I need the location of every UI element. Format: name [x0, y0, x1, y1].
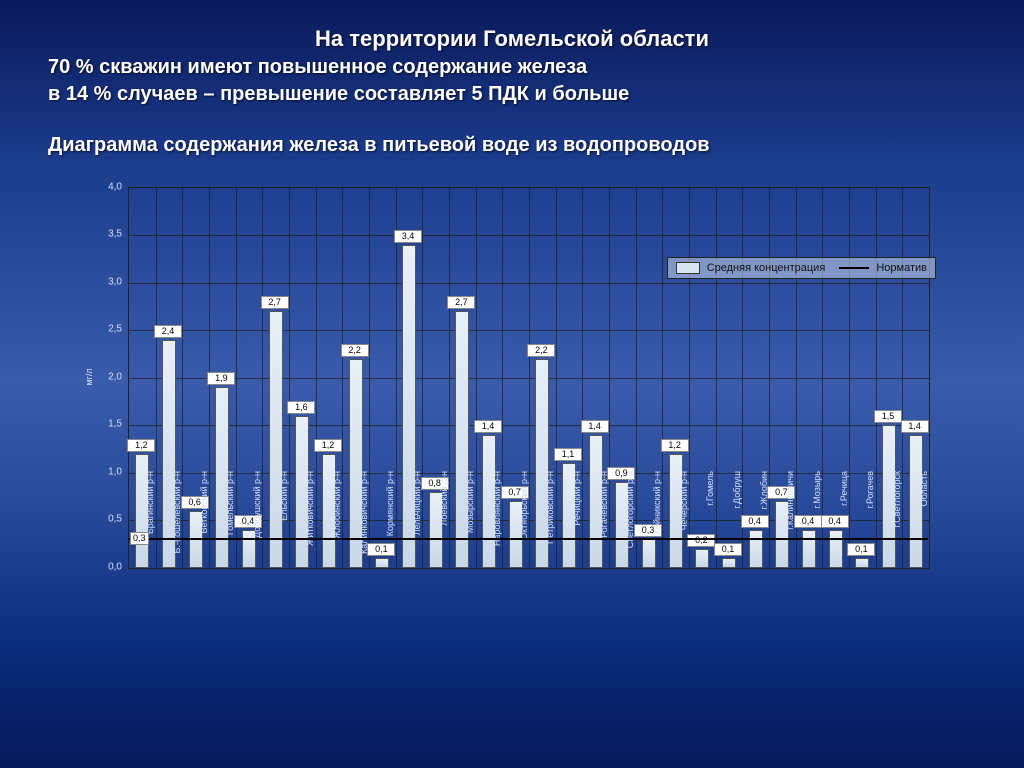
- plot-area: [128, 187, 930, 569]
- x-tick-label: Лоевский р-н: [439, 471, 449, 571]
- x-tick-label: Кормянский р-н: [385, 471, 395, 571]
- gridline-v: [156, 188, 157, 568]
- title-line-1: На территории Гомельской области: [48, 24, 976, 54]
- y-tick-label: 1,0: [78, 466, 122, 477]
- legend-norm-label: Норматив: [876, 262, 927, 274]
- x-tick-label: Хойникский р-н: [652, 471, 662, 571]
- bar-value-label: 2,7: [447, 296, 475, 309]
- x-tick-label: Добрушский р-н: [252, 471, 262, 571]
- x-tick-label: Брагинский р-н: [145, 471, 155, 571]
- gridline-v: [236, 188, 237, 568]
- bar-value-label: 1,6: [287, 401, 315, 414]
- gridline-v: [342, 188, 343, 568]
- legend-norm: Норматив: [839, 262, 927, 274]
- gridline-v: [902, 188, 903, 568]
- x-tick-label: Ельский р-н: [279, 471, 289, 571]
- x-tick-label: Октябрьский р-н: [519, 471, 529, 571]
- y-tick-label: 0,0: [78, 561, 122, 572]
- x-tick-label: Б.-Кошелевский р-н: [172, 471, 182, 571]
- gridline-v: [662, 188, 663, 568]
- x-tick-label: Чечерский р-н: [679, 471, 689, 571]
- gridline-v: [316, 188, 317, 568]
- legend: Средняя концентрация Норматив: [667, 257, 936, 279]
- x-tick-label: г.Рогачев: [865, 471, 875, 571]
- gridline-v: [369, 188, 370, 568]
- gridline-v: [796, 188, 797, 568]
- bar-value-label: 1,9: [207, 372, 235, 385]
- slide-background: На территории Гомельской области 70 % ск…: [0, 0, 1024, 768]
- bar-value-label: 1,2: [661, 439, 689, 452]
- gridline-v: [556, 188, 557, 568]
- gridline-v: [182, 188, 183, 568]
- bar-value-label: 3,4: [394, 230, 422, 243]
- x-tick-label: Жлобинский р-н: [332, 471, 342, 571]
- normative-label: 0,3: [130, 532, 149, 545]
- bar-value-label: 1,4: [474, 420, 502, 433]
- gridline-v: [262, 188, 263, 568]
- title-line-3: в 14 % случаев – превышение составляет 5…: [48, 81, 976, 108]
- gridline-v: [742, 188, 743, 568]
- x-tick-label: Петриковский р-н: [545, 471, 555, 571]
- bar-value-label: 1,5: [874, 410, 902, 423]
- gridline-v: [289, 188, 290, 568]
- bar-value-label: 1,2: [127, 439, 155, 452]
- y-tick-label: 3,0: [78, 276, 122, 287]
- x-tick-label: Речицкий р-н: [572, 471, 582, 571]
- gridline-v: [476, 188, 477, 568]
- x-tick-label: Светлогорский р-н: [625, 471, 635, 571]
- gridline-v: [689, 188, 690, 568]
- bar-value-label: 1,4: [581, 420, 609, 433]
- title-line-2: 70 % скважин имеют повышенное содержание…: [48, 54, 976, 81]
- x-tick-label: Рогачевский р-н: [599, 471, 609, 571]
- title-line-4: Диаграмма содержания железа в питьевой в…: [48, 132, 976, 159]
- gridline-v: [636, 188, 637, 568]
- y-tick-label: 3,5: [78, 229, 122, 240]
- gridline-v: [716, 188, 717, 568]
- gridline-v: [769, 188, 770, 568]
- x-tick-label: Ветковский р-н: [199, 471, 209, 571]
- x-tick-label: г.Светлогорск: [892, 471, 902, 571]
- gridline-v: [396, 188, 397, 568]
- bar-value-label: 1,1: [554, 448, 582, 461]
- slide-content: На территории Гомельской области 70 % ск…: [48, 24, 976, 744]
- gridline-v: [582, 188, 583, 568]
- legend-bar-swatch: [676, 262, 700, 274]
- chart: мг/л Средняя концентрация Норматив 0,00,…: [78, 177, 948, 667]
- gridline-v: [822, 188, 823, 568]
- y-tick-label: 2,0: [78, 371, 122, 382]
- bar-value-label: 2,4: [154, 325, 182, 338]
- gridline-v: [529, 188, 530, 568]
- normative-line: [128, 538, 928, 540]
- y-tick-label: 4,0: [78, 181, 122, 192]
- title-block: На территории Гомельской области 70 % ск…: [48, 24, 976, 159]
- x-tick-label: Житковичский р-н: [305, 471, 315, 571]
- legend-series-label: Средняя концентрация: [707, 262, 826, 274]
- y-tick-label: 1,5: [78, 419, 122, 430]
- gridline-v: [849, 188, 850, 568]
- bar-value-label: 1,2: [314, 439, 342, 452]
- y-tick-label: 0,5: [78, 514, 122, 525]
- bar-value-label: 2,2: [527, 344, 555, 357]
- gridline-v: [449, 188, 450, 568]
- y-tick-label: 2,5: [78, 324, 122, 335]
- gridline-v: [502, 188, 503, 568]
- legend-line-swatch: [839, 267, 869, 269]
- bar-value-label: 2,2: [341, 344, 369, 357]
- gridline-v: [609, 188, 610, 568]
- bar-value-label: 1,4: [901, 420, 929, 433]
- gridline-v: [422, 188, 423, 568]
- gridline-v: [876, 188, 877, 568]
- legend-series: Средняя концентрация: [676, 262, 826, 274]
- bar-value-label: 2,7: [261, 296, 289, 309]
- x-tick-label: Область: [919, 471, 929, 571]
- x-tick-label: Мозырский р-н: [465, 471, 475, 571]
